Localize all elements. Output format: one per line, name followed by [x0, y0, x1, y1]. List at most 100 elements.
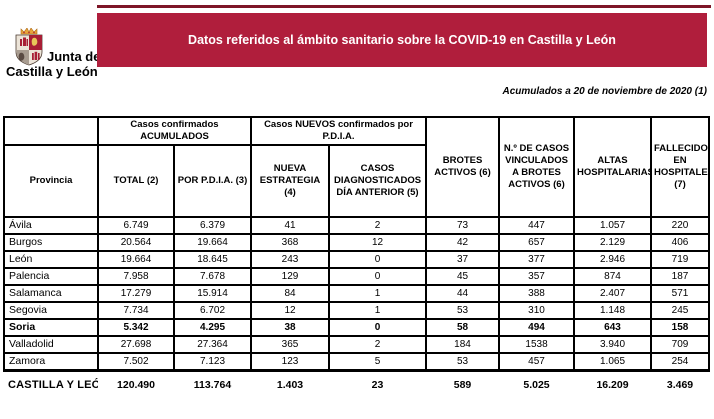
value-cell: 1: [327, 300, 428, 320]
value-cell: 2.129: [573, 232, 653, 252]
value-cell: 19.664: [173, 232, 252, 252]
logo-text-line2: Castilla y León: [6, 64, 98, 79]
value-cell: 42: [425, 232, 501, 252]
value-cell: 365: [250, 334, 330, 354]
value-cell: 17.279: [97, 283, 175, 303]
value-cell: 12: [250, 300, 330, 320]
total-value-cell: 589: [453, 379, 472, 392]
value-cell: 245: [650, 300, 711, 320]
value-cell: 657: [498, 232, 576, 252]
value-cell: 643: [573, 317, 653, 337]
value-cell: 0: [327, 317, 428, 337]
total-value-cell: 23: [371, 379, 384, 392]
value-cell: 2.946: [573, 249, 653, 269]
value-cell: 27.698: [97, 334, 175, 354]
value-cell: 2: [327, 215, 428, 235]
value-cell: 571: [650, 283, 711, 303]
total-value-cell: 3.469: [666, 379, 694, 392]
table-row-salamanca: Salamanca 17.279 15.914 84 1 44 388 2.40…: [3, 283, 711, 303]
value-cell: 15.914: [173, 283, 252, 303]
value-cell: 27.364: [173, 334, 252, 354]
junta-logo: Junta de Castilla y León: [6, 28, 116, 79]
table-group-header-row: Casos confirmados ACUMULADOS Casos NUEVO…: [3, 116, 711, 218]
value-cell: 18.645: [173, 249, 252, 269]
province-cell: León: [3, 249, 99, 269]
province-cell: Segovia: [3, 300, 99, 320]
table-row-palencia: Palencia 7.958 7.678 129 0 45 357 874 18…: [3, 266, 711, 286]
header-spacer: [3, 116, 99, 146]
value-cell: 1.057: [573, 215, 653, 235]
table-total-row: CASTILLA Y LEÓN 120.490 113.764 1.403 23…: [4, 370, 709, 394]
value-cell: 158: [650, 317, 711, 337]
value-cell: 1.065: [573, 351, 653, 372]
value-cell: 12: [327, 232, 428, 252]
value-cell: 37: [425, 249, 501, 269]
value-cell: 874: [573, 266, 653, 286]
value-cell: 6.749: [97, 215, 175, 235]
province-cell: Ávila: [3, 215, 99, 235]
logo-text-line1: Junta de: [47, 49, 101, 64]
value-cell: 7.958: [97, 266, 175, 286]
value-cell: 44: [425, 283, 501, 303]
value-cell: 19.664: [97, 249, 175, 269]
value-cell: 2: [327, 334, 428, 354]
value-cell: 41: [250, 215, 330, 235]
table-row-zamora: Zamora 7.502 7.123 123 5 53 457 1.065 25…: [3, 351, 711, 372]
value-cell: 457: [498, 351, 576, 372]
header-brotes-activos: BROTES ACTIVOS (6): [425, 116, 501, 218]
value-cell: 7.123: [173, 351, 252, 372]
title-banner: Datos referidos al ámbito sanitario sobr…: [97, 13, 707, 67]
value-cell: 187: [650, 266, 711, 286]
table-row-segovia: Segovia 7.734 6.702 12 1 53 310 1.148 24…: [3, 300, 711, 320]
header-diagnosticados-dia-anterior: CASOS DIAGNOSTICADOS DÍA ANTERIOR (5): [327, 143, 428, 218]
value-cell: 377: [498, 249, 576, 269]
total-label: CASTILLA Y LEÓN: [8, 379, 98, 392]
value-cell: 53: [425, 351, 501, 372]
header-por-pdia: POR P.D.I.A. (3): [173, 143, 252, 218]
date-note: Acumulados a 20 de noviembre de 2020 (1): [502, 86, 707, 97]
value-cell: 368: [250, 232, 330, 252]
value-cell: 20.564: [97, 232, 175, 252]
value-cell: 7.734: [97, 300, 175, 320]
value-cell: 58: [425, 317, 501, 337]
header-casos-vinculados: N.º DE CASOS VINCULADOS A BROTES ACTIVOS…: [498, 116, 576, 218]
banner-top-line: [97, 5, 711, 8]
value-cell: 447: [498, 215, 576, 235]
value-cell: 7.678: [173, 266, 252, 286]
junta-crest-icon: [15, 28, 43, 66]
title-banner-text: Datos referidos al ámbito sanitario sobr…: [188, 33, 616, 47]
value-cell: 1538: [498, 334, 576, 354]
header-nueva-estrategia: NUEVA ESTRATEGIA (4): [250, 143, 330, 218]
value-cell: 494: [498, 317, 576, 337]
header-fallecidos: FALLECIDOS EN HOSPITALES (7): [650, 116, 711, 218]
total-value-cell: 120.490: [117, 379, 155, 392]
value-cell: 310: [498, 300, 576, 320]
value-cell: 0: [327, 249, 428, 269]
value-cell: 123: [250, 351, 330, 372]
value-cell: 45: [425, 266, 501, 286]
value-cell: 6.702: [173, 300, 252, 320]
value-cell: 1: [327, 283, 428, 303]
value-cell: 7.502: [97, 351, 175, 372]
table-row-soria: Soria 5.342 4.295 38 0 58 494 643 158: [3, 317, 711, 337]
covid-data-table: Casos confirmados ACUMULADOS Casos NUEVO…: [3, 116, 711, 394]
total-value-cell: 1.403: [276, 379, 304, 392]
table-row-leon: León 19.664 18.645 243 0 37 377 2.946 71…: [3, 249, 711, 269]
value-cell: 220: [650, 215, 711, 235]
value-cell: 2.407: [573, 283, 653, 303]
value-cell: 84: [250, 283, 330, 303]
province-cell: Valladolid: [3, 334, 99, 354]
table-row-valladolid: Valladolid 27.698 27.364 365 2 184 1538 …: [3, 334, 711, 354]
value-cell: 4.295: [173, 317, 252, 337]
header-altas-hospitalarias: ALTAS HOSPITALARIAS: [573, 116, 653, 218]
group-header-acumulados: Casos confirmados ACUMULADOS: [97, 116, 252, 146]
province-cell: Palencia: [3, 266, 99, 286]
value-cell: 254: [650, 351, 711, 372]
value-cell: 719: [650, 249, 711, 269]
group-header-nuevos-pdia: Casos NUEVOS confirmados por P.D.I.A.: [249, 116, 428, 146]
value-cell: 73: [425, 215, 501, 235]
header-total: TOTAL (2): [97, 143, 175, 218]
province-cell: Burgos: [3, 232, 99, 252]
value-cell: 406: [650, 232, 711, 252]
value-cell: 5.342: [97, 317, 175, 337]
